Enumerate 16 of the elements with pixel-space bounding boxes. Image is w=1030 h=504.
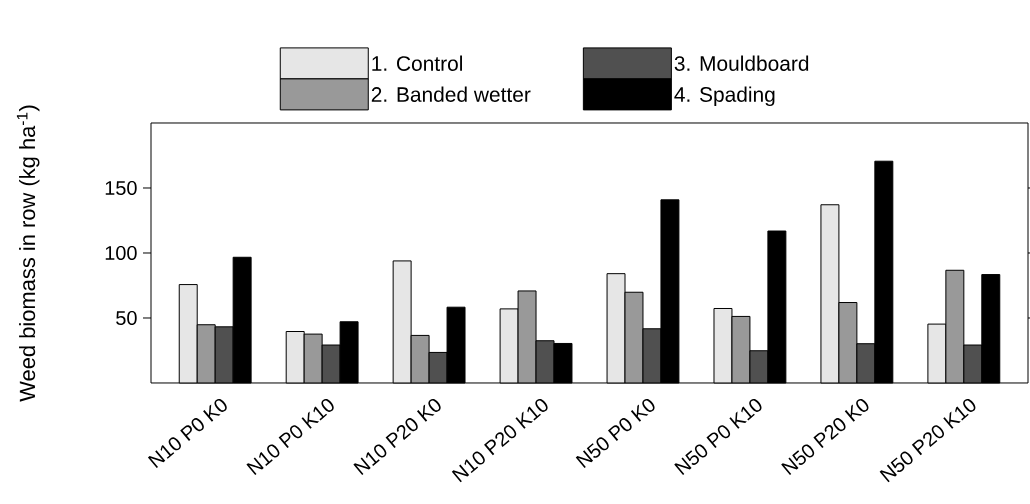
legend-label: 4. Spading xyxy=(674,86,775,107)
x-tick-label: N10 P20 K0 xyxy=(353,398,441,476)
x-tick-label: N10 P20 K10 xyxy=(451,398,548,483)
x-tick-label: N50 P20 K10 xyxy=(879,398,976,483)
x-tick-label: N10 P0 K10 xyxy=(246,398,334,476)
y-tick-label: 100 xyxy=(105,245,137,261)
x-tick-label: N50 P0 K0 xyxy=(575,398,655,468)
x-tick-label: N10 P0 K0 xyxy=(147,398,227,468)
y-axis-title: Weed biomass in row (kg ha$^{-1}$) xyxy=(16,105,40,402)
legend-label: 2. Banded wetter xyxy=(371,86,531,102)
y-tick-label: 150 xyxy=(105,180,137,196)
legend-label: 1. Control xyxy=(372,55,462,71)
legend-label: 3. Mouldboard xyxy=(674,55,809,71)
y-tick-label: 50 xyxy=(116,310,137,326)
x-tick-label: N50 P20 K0 xyxy=(781,398,869,476)
x-tick-label: N50 P0 K10 xyxy=(674,398,762,476)
